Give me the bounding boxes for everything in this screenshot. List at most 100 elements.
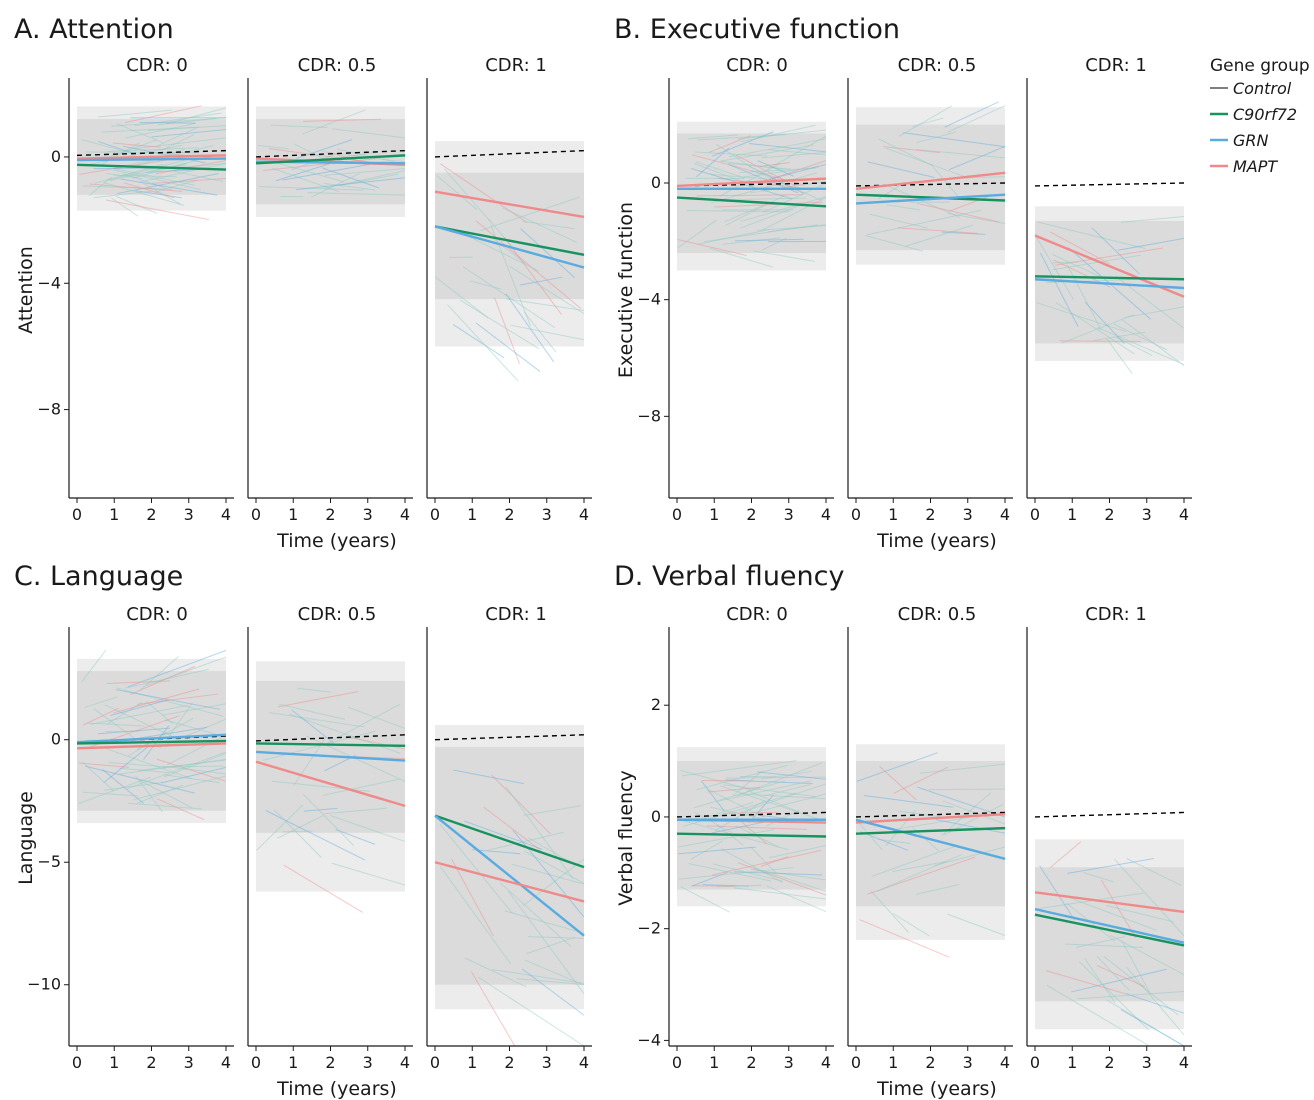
strip-label: CDR: 0.5	[298, 55, 377, 76]
subject-trajectory	[935, 819, 1006, 834]
subject-trajectory	[470, 971, 516, 1047]
series-line-c90rf72	[255, 154, 406, 165]
subject-trajectory	[462, 266, 556, 329]
series-line-control	[676, 811, 827, 818]
x-tick-label: 2	[504, 505, 514, 524]
subject-trajectory	[268, 148, 369, 163]
subject-trajectory	[85, 765, 195, 794]
facet-C-1: 0 1 2 3 4	[247, 627, 413, 1072]
x-tick-label: 2	[925, 1053, 935, 1072]
panel-executive-function: B. Executive function CDR: 0 CDR: 0.5 CD…	[614, 14, 1147, 552]
facet-B-1: 0 1 2 3 4	[847, 78, 1013, 524]
x-tick-label: 4	[1179, 505, 1189, 524]
subject-trajectory	[89, 183, 183, 192]
subject-trajectory	[265, 810, 366, 861]
subject-trajectory	[322, 170, 406, 190]
subject-trajectory	[693, 162, 750, 185]
subject-trajectory	[746, 789, 800, 813]
legend-label-grn: GRN	[1233, 131, 1269, 150]
x-axis-title: Time (years)	[876, 530, 997, 552]
subject-trajectory	[1096, 965, 1145, 988]
subject-trajectory	[124, 182, 175, 199]
subject-trajectory	[127, 751, 227, 790]
subject-trajectory	[259, 186, 365, 191]
subject-trajectory	[98, 141, 136, 155]
subject-trajectory	[524, 959, 584, 986]
facet-A-1: 0 1 2 3 4	[247, 78, 413, 524]
subject-trajectory	[694, 812, 732, 834]
legend-label-control: Control	[1233, 79, 1292, 98]
subject-trajectory	[706, 788, 766, 819]
subject-trajectory	[1079, 961, 1150, 1031]
band-inner	[1035, 220, 1184, 344]
series-line-c90rf72	[676, 196, 827, 208]
subject-trajectory	[878, 838, 911, 844]
subject-trajectory	[870, 213, 928, 229]
subject-trajectory	[279, 703, 346, 720]
subject-trajectory	[111, 197, 139, 217]
subject-trajectory	[523, 805, 581, 816]
subject-trajectory	[715, 143, 751, 168]
subject-trajectory	[753, 867, 827, 892]
y-tick-label: 0	[51, 730, 61, 749]
subject-trajectory	[136, 784, 184, 804]
series-line-c90rf72	[1034, 275, 1185, 281]
subject-trajectory	[764, 160, 827, 182]
subject-trajectory	[111, 117, 217, 127]
x-tick-label: 2	[146, 505, 156, 524]
subject-trajectory	[347, 706, 406, 729]
subject-trajectory	[762, 237, 787, 251]
subject-trajectory	[1084, 301, 1125, 344]
y-axis-title: Verbal fluency	[615, 770, 637, 905]
subject-trajectory	[311, 172, 361, 198]
facet-C-2: 0 1 2 3 4	[426, 627, 592, 1072]
series-line-control	[1034, 811, 1185, 818]
subject-trajectory	[885, 147, 969, 179]
subject-trajectory	[741, 124, 816, 143]
subject-trajectory	[1120, 1009, 1185, 1047]
x-tick-label: 1	[288, 1053, 298, 1072]
x-tick-label: 1	[1067, 1053, 1077, 1072]
subject-trajectory	[491, 774, 551, 835]
subject-trajectory	[139, 656, 179, 691]
subject-trajectory	[510, 324, 585, 341]
subject-trajectory	[464, 957, 527, 988]
subject-trajectory	[916, 131, 957, 144]
subject-trajectory	[168, 169, 223, 182]
subject-trajectory	[110, 699, 168, 716]
facet-D-1: 0 1 2 3 4	[847, 627, 1013, 1072]
subject-trajectory	[106, 172, 143, 180]
subject-trajectory	[133, 137, 227, 150]
subject-trajectory	[892, 815, 980, 831]
subject-trajectory	[139, 780, 193, 809]
subject-trajectory	[506, 298, 585, 311]
subject-trajectory	[677, 219, 717, 249]
series-line-c90rf72	[676, 832, 827, 838]
subject-trajectory	[157, 116, 227, 126]
subject-trajectory	[134, 112, 222, 127]
subject-trajectory	[863, 794, 954, 808]
subject-trajectory	[90, 704, 188, 725]
subject-trajectory	[451, 858, 494, 937]
subject-trajectory	[1121, 319, 1185, 367]
subject-trajectory	[104, 781, 163, 791]
subject-trajectory	[1109, 934, 1185, 976]
subject-trajectory	[135, 775, 163, 813]
subject-trajectory	[511, 863, 585, 885]
series-line-c90rf72	[434, 814, 585, 869]
x-tick-label: 0	[251, 1053, 261, 1072]
panel-title-language: C. Language	[14, 561, 183, 592]
subject-trajectory	[760, 856, 789, 867]
subject-trajectory	[677, 239, 747, 257]
subject-trajectory	[757, 224, 827, 231]
subject-trajectory	[1117, 237, 1185, 251]
subject-trajectory	[745, 793, 827, 816]
subject-trajectory	[169, 766, 227, 775]
subject-trajectory	[483, 806, 541, 851]
subject-trajectory	[879, 765, 917, 801]
subject-trajectory	[1065, 943, 1144, 948]
subject-trajectory	[750, 846, 778, 875]
x-tick-label: 0	[851, 505, 861, 524]
subject-trajectory	[885, 184, 961, 218]
